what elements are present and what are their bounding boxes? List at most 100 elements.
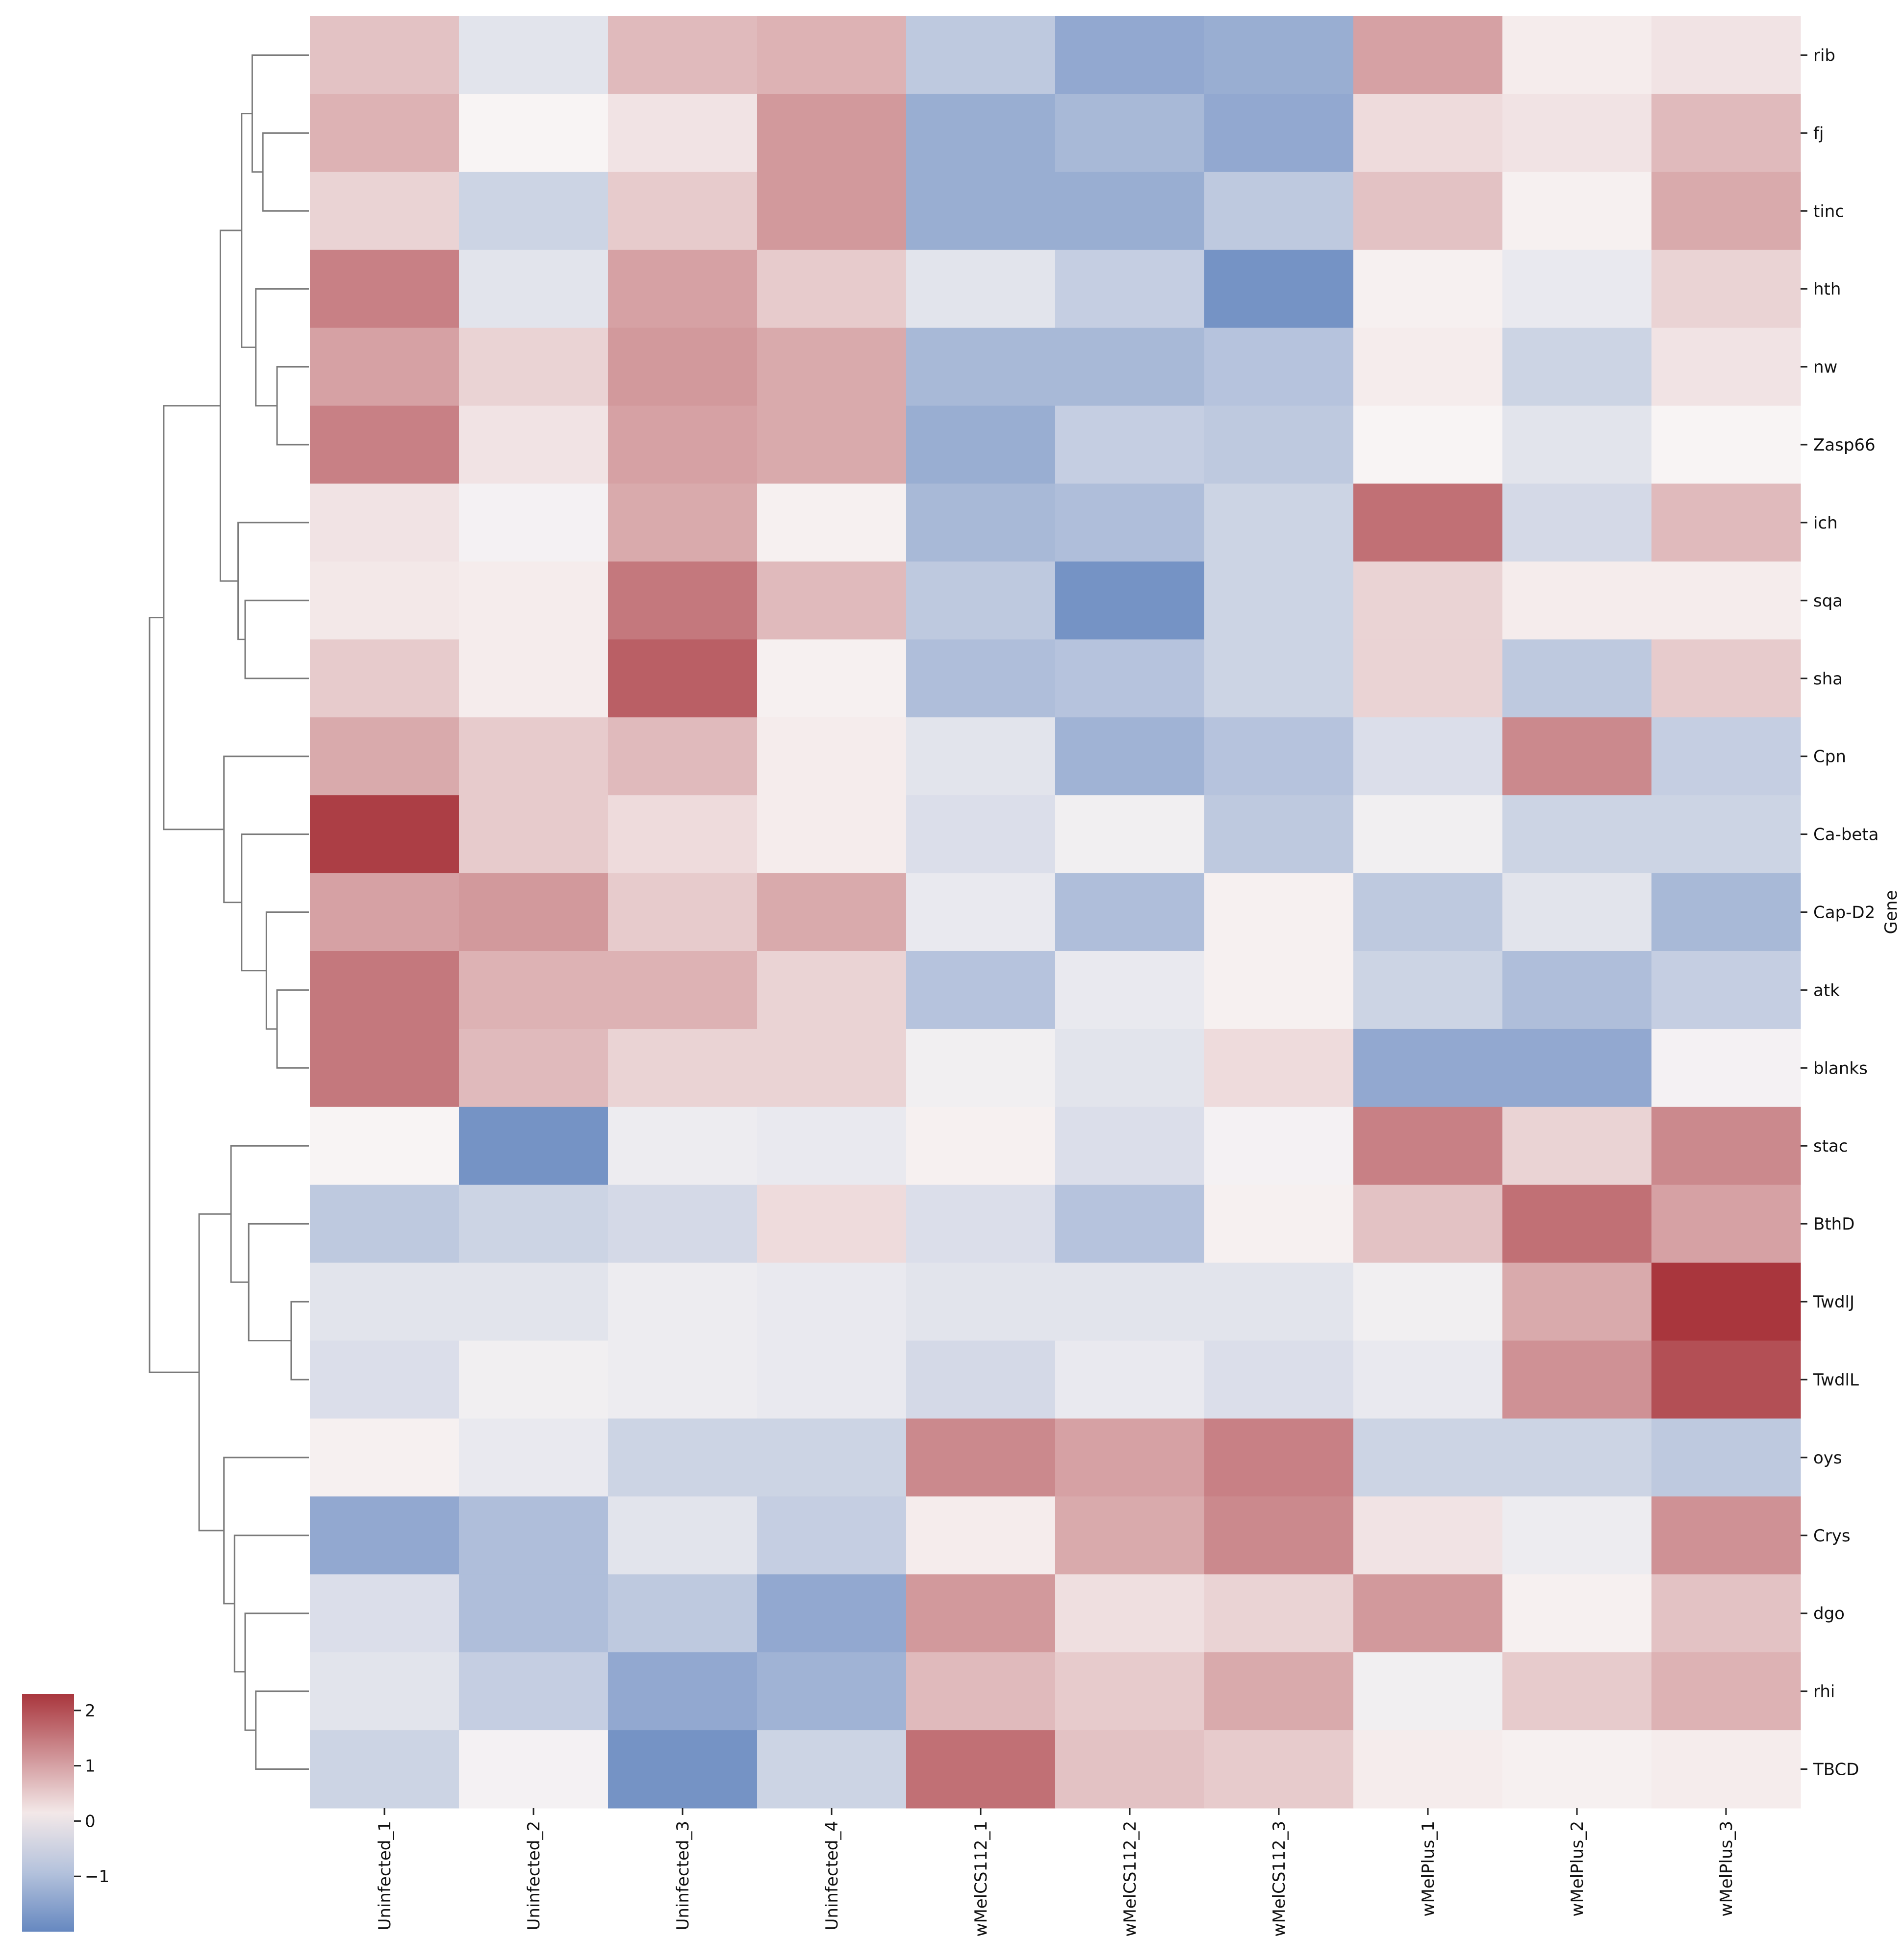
colorbar-gradient xyxy=(22,1694,74,1932)
cell-BthD-wMelCS112_2 xyxy=(1055,1184,1205,1263)
cell-sqa-wMelCS112_3 xyxy=(1204,561,1354,640)
cell-Zasp66-wMelPlus_1 xyxy=(1353,405,1503,484)
cell-atk-wMelCS112_3 xyxy=(1204,951,1354,1030)
cell-sha-Uninfected_3 xyxy=(608,639,758,718)
dendrogram-link xyxy=(265,911,309,1030)
dendrogram-link xyxy=(223,1457,309,1605)
cell-sha-wMelPlus_1 xyxy=(1353,639,1503,718)
cell-TwdlJ-wMelPlus_3 xyxy=(1651,1262,1801,1341)
cell-tinc-wMelCS112_3 xyxy=(1204,172,1354,251)
dendrogram-link xyxy=(230,1145,309,1283)
cell-rib-Uninfected_1 xyxy=(310,16,459,95)
cell-ich-wMelCS112_3 xyxy=(1204,483,1354,562)
cell-Ca-beta-Uninfected_1 xyxy=(310,795,459,874)
cell-oys-wMelCS112_2 xyxy=(1055,1418,1205,1497)
cell-rhi-wMelPlus_2 xyxy=(1502,1652,1652,1731)
cell-sha-wMelCS112_3 xyxy=(1204,639,1354,718)
cell-Ca-beta-wMelPlus_1 xyxy=(1353,795,1503,874)
cell-TwdlL-wMelPlus_1 xyxy=(1353,1340,1503,1419)
row-label-tinc: tinc xyxy=(1813,201,1844,221)
cell-Cpn-Uninfected_4 xyxy=(757,717,907,796)
cell-tinc-Uninfected_2 xyxy=(459,172,609,251)
cell-dgo-wMelPlus_2 xyxy=(1502,1574,1652,1653)
dendrogram-link xyxy=(241,113,256,348)
cell-Cpn-wMelPlus_1 xyxy=(1353,717,1503,796)
cell-stac-Uninfected_4 xyxy=(757,1107,907,1185)
cell-stac-Uninfected_2 xyxy=(459,1107,609,1185)
cell-Cap-D2-wMelPlus_3 xyxy=(1651,873,1801,952)
cell-atk-wMelPlus_2 xyxy=(1502,951,1652,1030)
cell-Crys-Uninfected_1 xyxy=(310,1496,459,1575)
cell-blanks-Uninfected_4 xyxy=(757,1029,907,1108)
cell-nw-wMelPlus_1 xyxy=(1353,327,1503,406)
cell-Crys-wMelPlus_2 xyxy=(1502,1496,1652,1575)
cell-tinc-Uninfected_1 xyxy=(310,172,459,251)
cell-stac-wMelCS112_1 xyxy=(906,1107,1056,1185)
cell-sqa-Uninfected_4 xyxy=(757,561,907,640)
dendrogram-link xyxy=(223,755,309,904)
row-label-sqa: sqa xyxy=(1813,591,1843,611)
cell-TBCD-wMelCS112_2 xyxy=(1055,1730,1205,1809)
dendrogram-link xyxy=(276,989,309,1069)
cell-Cpn-wMelCS112_1 xyxy=(906,717,1056,796)
cell-oys-wMelPlus_2 xyxy=(1502,1418,1652,1497)
cell-tinc-wMelCS112_1 xyxy=(906,172,1056,251)
column-label-wMelCS112_1: wMelCS112_1 xyxy=(971,1821,991,1937)
cell-tinc-wMelPlus_1 xyxy=(1353,172,1503,251)
cell-hth-wMelCS112_1 xyxy=(906,250,1056,328)
dendrogram-link xyxy=(241,833,309,972)
cell-rib-Uninfected_4 xyxy=(757,16,907,95)
cell-fj-Uninfected_4 xyxy=(757,94,907,173)
colorbar: 2 1 0 −1 xyxy=(22,1694,109,1932)
cell-atk-wMelCS112_1 xyxy=(906,951,1056,1030)
cell-Zasp66-wMelCS112_1 xyxy=(906,405,1056,484)
cell-rib-wMelCS112_1 xyxy=(906,16,1056,95)
cell-TwdlL-wMelPlus_3 xyxy=(1651,1340,1801,1419)
cell-BthD-wMelCS112_1 xyxy=(906,1184,1056,1263)
cell-atk-wMelPlus_3 xyxy=(1651,951,1801,1030)
cell-ich-Uninfected_4 xyxy=(757,483,907,562)
cell-Crys-Uninfected_2 xyxy=(459,1496,609,1575)
cell-tinc-wMelPlus_2 xyxy=(1502,172,1652,251)
cell-sha-Uninfected_2 xyxy=(459,639,609,718)
row-label-rib: rib xyxy=(1813,46,1835,65)
cell-ich-wMelPlus_2 xyxy=(1502,483,1652,562)
column-label-Uninfected_2: Uninfected_2 xyxy=(524,1821,544,1930)
cell-Ca-beta-Uninfected_2 xyxy=(459,795,609,874)
cell-Zasp66-Uninfected_4 xyxy=(757,405,907,484)
cell-hth-Uninfected_1 xyxy=(310,250,459,328)
cell-hth-Uninfected_4 xyxy=(757,250,907,328)
cell-Zasp66-wMelPlus_3 xyxy=(1651,405,1801,484)
cell-Ca-beta-Uninfected_3 xyxy=(608,795,758,874)
cell-blanks-wMelCS112_3 xyxy=(1204,1029,1354,1108)
cell-TwdlJ-Uninfected_4 xyxy=(757,1262,907,1341)
cell-Cap-D2-Uninfected_3 xyxy=(608,873,758,952)
cell-Ca-beta-wMelPlus_3 xyxy=(1651,795,1801,874)
row-label-Cap-D2: Cap-D2 xyxy=(1813,903,1875,923)
cell-rhi-Uninfected_4 xyxy=(757,1652,907,1731)
cell-blanks-wMelPlus_2 xyxy=(1502,1029,1652,1108)
row-label-fj: fj xyxy=(1813,124,1824,143)
cell-oys-wMelPlus_1 xyxy=(1353,1418,1503,1497)
row-dendrogram xyxy=(149,54,309,1770)
column-label-wMelPlus_3: wMelPlus_3 xyxy=(1717,1821,1736,1916)
dendrogram-link xyxy=(248,1223,309,1341)
y-axis-label: Gene xyxy=(1881,890,1901,934)
cell-nw-wMelCS112_1 xyxy=(906,327,1056,406)
cell-ich-wMelPlus_3 xyxy=(1651,483,1801,562)
cell-Crys-wMelCS112_1 xyxy=(906,1496,1056,1575)
cell-oys-wMelPlus_3 xyxy=(1651,1418,1801,1497)
cell-Cap-D2-wMelCS112_3 xyxy=(1204,873,1354,952)
cell-TwdlJ-Uninfected_2 xyxy=(459,1262,609,1341)
dendrogram-link xyxy=(198,1213,231,1532)
cell-BthD-wMelPlus_3 xyxy=(1651,1184,1801,1263)
column-label-wMelCS112_3: wMelCS112_3 xyxy=(1269,1821,1289,1937)
cell-ich-wMelPlus_1 xyxy=(1353,483,1503,562)
cell-oys-Uninfected_4 xyxy=(757,1418,907,1497)
cell-dgo-wMelPlus_1 xyxy=(1353,1574,1503,1653)
column-label-wMelCS112_2: wMelCS112_2 xyxy=(1120,1821,1140,1937)
row-label-Zasp66: Zasp66 xyxy=(1813,435,1876,455)
cell-dgo-wMelCS112_1 xyxy=(906,1574,1056,1653)
cell-Cpn-Uninfected_2 xyxy=(459,717,609,796)
row-label-sha: sha xyxy=(1813,669,1843,689)
